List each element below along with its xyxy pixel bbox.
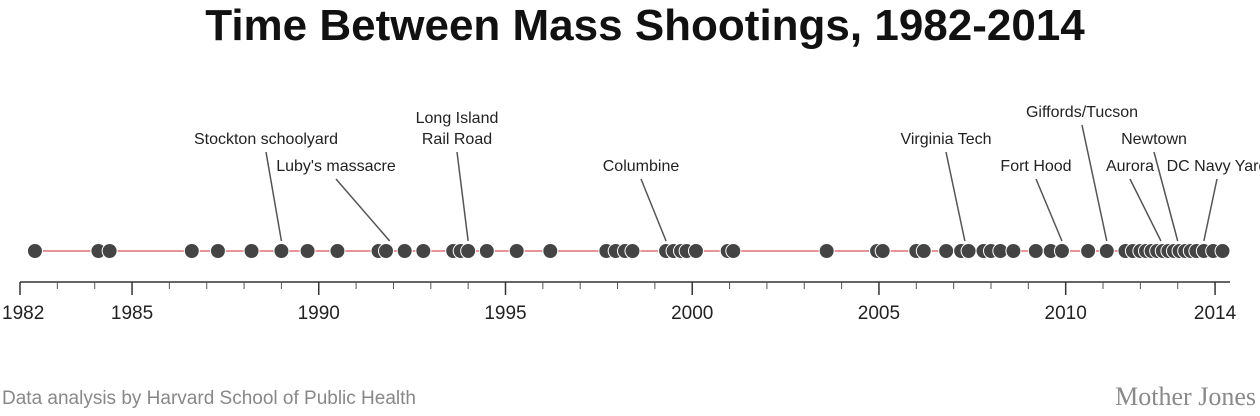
- event-dot: [1080, 243, 1097, 259]
- annotation-1: Luby's massacre: [276, 158, 396, 242]
- event-dot: [687, 243, 704, 259]
- x-tick-label: 2000: [671, 303, 713, 324]
- annotation-leader: [335, 178, 391, 242]
- event-dot: [329, 243, 346, 259]
- annotation-4: Virginia Tech: [900, 131, 992, 242]
- x-tick-label: 1982: [2, 303, 44, 324]
- x-tick-label: 2005: [858, 303, 900, 324]
- event-dot: [1098, 243, 1115, 259]
- event-dot: [396, 243, 413, 259]
- event-dot: [209, 243, 226, 259]
- annotation-label: Stockton schoolyard: [194, 131, 338, 148]
- x-tick-label: 1985: [111, 303, 153, 324]
- event-dot: [508, 243, 525, 259]
- event-dot: [415, 243, 432, 259]
- annotation-2: Long Island Rail Road: [416, 110, 499, 242]
- annotation-label: Long Island: [416, 110, 499, 127]
- annotation-label: Luby's massacre: [276, 158, 396, 175]
- event-dot: [938, 243, 955, 259]
- event-dot: [542, 243, 559, 259]
- credit-text: Data analysis by Harvard School of Publi…: [2, 388, 416, 409]
- annotation-leader: [1129, 178, 1162, 242]
- chart-title: Time Between Mass Shootings, 1982-2014: [205, 1, 1085, 50]
- annotation-label: Fort Hood: [1000, 158, 1071, 175]
- event-dot: [243, 243, 260, 259]
- event-dot: [478, 243, 495, 259]
- annotation-6: Giffords/Tucson: [1026, 104, 1138, 242]
- event-dot: [818, 243, 835, 259]
- event-dot: [915, 243, 932, 259]
- event-dot: [725, 243, 742, 259]
- event-dot: [874, 243, 891, 259]
- x-tick-label: 1995: [484, 303, 526, 324]
- annotation-leader: [1203, 178, 1218, 242]
- brand-logo: Mother Jones: [1115, 382, 1256, 411]
- event-dot: [377, 243, 394, 259]
- event-dot: [1005, 243, 1022, 259]
- dot-layer: [26, 243, 1231, 259]
- annotation-label: Aurora: [1106, 158, 1154, 175]
- event-dot: [101, 243, 118, 259]
- event-dot: [183, 243, 200, 259]
- event-dot: [299, 243, 316, 259]
- x-tick-label: 2014: [1194, 303, 1237, 324]
- annotation-label: DC Navy Yard: [1167, 158, 1260, 175]
- annotation-layer: Stockton schoolyard Luby's massacre Long I…: [194, 104, 1260, 242]
- annotation-label: Virginia Tech: [900, 131, 991, 148]
- annotation-7: Aurora: [1106, 158, 1162, 242]
- event-dot: [26, 243, 43, 259]
- x-axis: 1982 1985 1990 1995 2000 2005 2010 2014: [2, 281, 1237, 324]
- annotation-label: Giffords/Tucson: [1026, 104, 1138, 121]
- event-dot: [460, 243, 477, 259]
- event-dot: [1027, 243, 1044, 259]
- annotation-leader: [1035, 178, 1063, 242]
- annotation-3: Columbine: [603, 158, 680, 242]
- annotation-leader: [640, 178, 667, 242]
- annotation-0: Stockton schoolyard: [194, 131, 338, 242]
- event-dot: [960, 243, 977, 259]
- event-dot: [1214, 243, 1231, 259]
- event-dot: [1053, 243, 1070, 259]
- annotation-label: Newtown: [1121, 131, 1187, 148]
- annotation-leader: [456, 151, 469, 242]
- annotation-leader: [1153, 151, 1179, 242]
- annotation-9: DC Navy Yard: [1167, 158, 1260, 242]
- annotation-leader: [1081, 124, 1108, 242]
- event-dot: [624, 243, 641, 259]
- annotation-leader: [945, 151, 966, 242]
- annotation-8: Newtown: [1121, 131, 1187, 242]
- x-tick-label: 1990: [298, 303, 340, 324]
- annotation-label: Rail Road: [422, 131, 492, 148]
- annotation-leader: [265, 151, 283, 242]
- annotation-label: Columbine: [603, 158, 680, 175]
- annotation-5: Fort Hood: [1000, 158, 1072, 242]
- x-tick-label: 2010: [1045, 303, 1087, 324]
- event-dot: [273, 243, 290, 259]
